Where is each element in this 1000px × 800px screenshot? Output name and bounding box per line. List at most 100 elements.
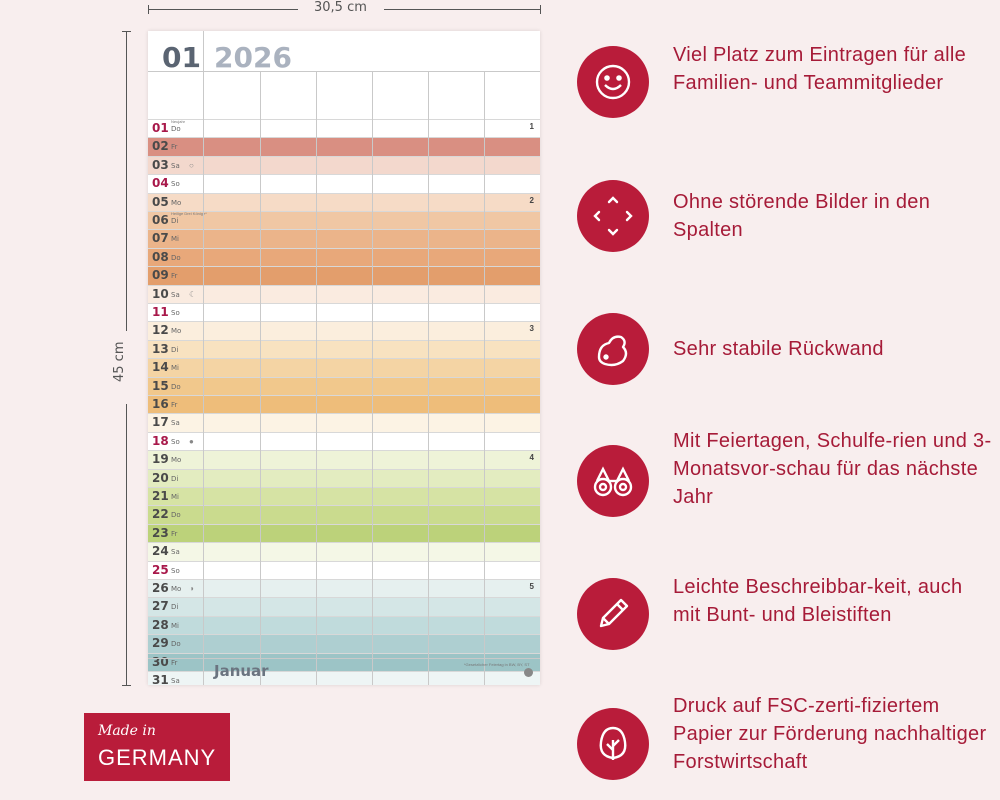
weekday: Sa [171,290,180,299]
calendar-day-row: 03 Sa ○ [148,155,540,175]
calendar-day-row: 16 Fr [148,395,540,414]
calendar-day-row: 23 Fr [148,523,540,543]
holiday-footnote: *Gesetzlicher Feiertag in BW, BY, ST [464,662,530,667]
calendar-day-row: 02 Fr [148,137,540,156]
day-number: 29 [152,636,169,651]
width-label: 30,5 cm [314,0,367,15]
footer-divider [148,658,540,659]
weekday: Sa [171,419,180,428]
pencil-icon [577,578,649,650]
calendar-day-row: 13 Di [148,339,540,359]
weekday: Sa [171,161,180,170]
day-number: 23 [152,525,169,540]
calendar-day-row: 24 Sa [148,542,540,561]
weekday: Fr [171,272,178,281]
calendar-day-row: 12 Mo 3 [148,321,540,340]
week-number: 5 [529,582,534,591]
day-number: 08 [152,249,169,264]
day-number: 14 [152,360,169,375]
day-number: 20 [152,470,169,485]
day-number: 05 [152,194,169,209]
calendar-day-row: 06 Di Heilige Drei Könige* [148,211,540,230]
calendar-day-row: 08 Do [148,247,540,267]
calendar-day-row: 09 Fr [148,266,540,285]
weekday: Mo [171,456,182,465]
day-number: 27 [152,599,169,614]
weekday: Mo [171,327,182,336]
day-number: 12 [152,323,169,338]
weekday: So [171,566,180,575]
day-number: 21 [152,489,169,503]
calendar-day-row: 21 Mi [148,487,540,506]
calendar-day-row: 15 Do [148,376,540,395]
calendar-day-row: 20 Di [148,468,540,487]
weekday: Di [171,474,179,483]
week-number: 1 [529,122,534,131]
weekday: Mi [171,493,179,501]
day-number: 19 [152,452,169,467]
weekday: Do [171,640,181,649]
day-number: 01 [152,121,169,135]
wall-calendar: 01 2026 01 Do Neujahr 1 02 Fr 03 Sa ○ 04 So 05 Mo 2 06… [148,31,540,685]
month-number: 01 [162,41,201,74]
day-number: 22 [152,507,169,522]
calendar-day-row: 27 Di [148,597,540,616]
weekday: So [171,437,180,446]
week-number: 2 [529,195,534,205]
moon-phase-icon: ● [189,436,194,446]
day-number: 07 [152,231,169,246]
weekday: Mi [171,235,179,244]
feature-text: Ohne störende Bilder in den Spalten [673,191,931,241]
day-number: 02 [152,139,169,154]
binoculars-icon [577,445,649,517]
day-number: 15 [152,378,169,393]
moon-phase-icon: ○ [189,160,194,170]
calendar-day-row: 31 Sa [148,671,540,685]
day-number: 10 [152,286,169,301]
holiday-note: Neujahr [171,119,186,124]
country-label: GERMANY [98,745,217,770]
weekday: Mo [171,198,182,207]
day-number: 18 [152,433,169,448]
year: 2026 [214,41,292,74]
smiley-icon [577,46,649,118]
calendar-day-row: 17 Sa [148,413,540,432]
weekday: So [171,309,180,317]
day-number: 31 [152,673,169,685]
calendar-day-row: 05 Mo 2 [148,192,540,211]
header-divider [148,71,540,72]
month-name: Januar [214,662,269,680]
calendar-day-row: 22 Do [148,505,540,524]
week-number: 4 [529,453,534,463]
weekday: Do [171,511,181,520]
day-number: 11 [152,305,169,319]
day-number: 04 [152,176,169,191]
holiday-note: Heilige Drei Könige* [171,211,207,216]
calendar-day-row: 11 So [148,303,540,322]
feature-text: Leichte Beschreibbar-keit, auch mit Bunt… [673,576,963,626]
calendar-day-row: 10 Sa ☾ [148,284,540,303]
weekday: Fr [171,658,178,667]
made-in-germany-badge: Made in GERMANY [84,713,230,781]
calendar-day-row: 01 Do Neujahr 1 [148,119,540,138]
weekday: Di [171,217,179,225]
calendar-day-row: 04 So [148,174,540,193]
expand-arrows-icon [577,180,649,252]
calendar-day-row: 29 Do [148,634,540,653]
column-divider [484,71,485,685]
weekday: Di [171,603,179,612]
moon-phase-icon: ☾ [189,289,197,299]
weekday: Mi [171,621,179,630]
weekday: Mi [171,364,179,373]
weekday: Fr [171,401,178,409]
day-number: 03 [152,157,169,172]
day-number: 09 [152,268,169,283]
calendar-header: 01 2026 [148,31,540,91]
column-divider [428,71,429,685]
publisher-logo [524,668,533,677]
tree-icon [577,708,649,780]
day-number: 25 [152,562,169,577]
day-number: 06 [152,213,169,227]
calendar-day-row: 28 Mi [148,615,540,635]
weekday: Do [171,382,181,391]
